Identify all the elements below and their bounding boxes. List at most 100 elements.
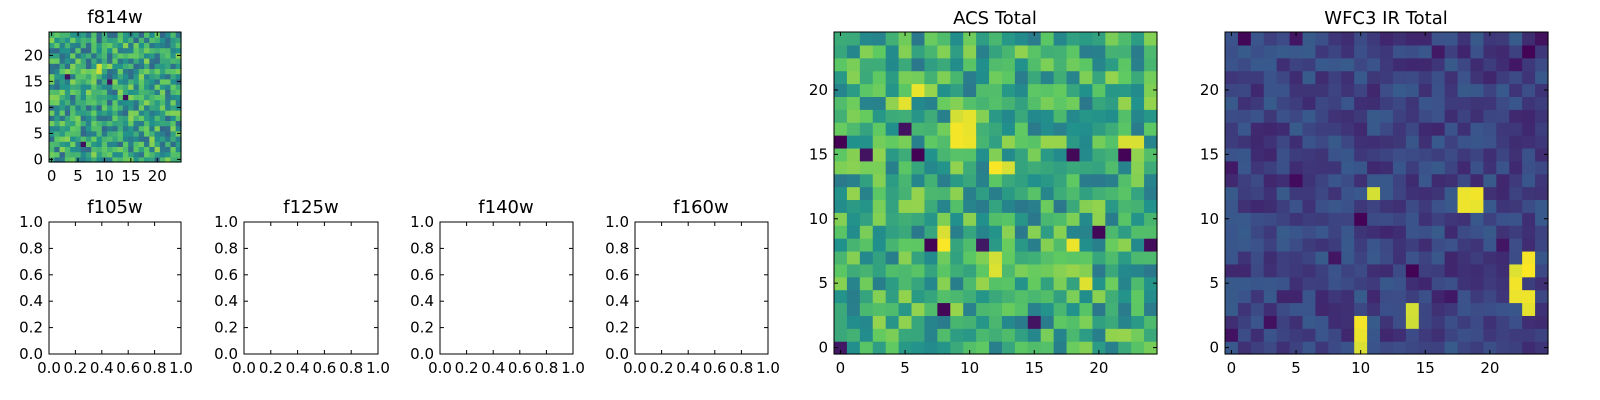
heatmap-cell — [64, 42, 71, 49]
heatmap-cell — [1263, 212, 1278, 226]
heatmap-cell — [1105, 199, 1119, 213]
heatmap-cell — [1367, 135, 1381, 149]
heatmap-cell — [963, 173, 977, 188]
heatmap-cell — [872, 122, 887, 136]
heatmap-cell — [898, 302, 913, 316]
heatmap-cell — [91, 115, 98, 121]
x-tick-labels-f125w: 0.0 0.2 0.4 0.6 0.8 1.0 — [232, 222, 390, 377]
heatmap-cell — [1225, 199, 1239, 213]
heatmap-cell — [175, 151, 182, 158]
heatmap-cell — [1354, 173, 1368, 188]
heatmap-cell — [1276, 70, 1291, 85]
heatmap-cell — [872, 83, 887, 97]
heatmap-cell — [1496, 70, 1510, 85]
heatmap-cell — [950, 328, 964, 342]
heatmap-cell — [1444, 147, 1459, 162]
heatmap-cell — [49, 47, 55, 54]
heatmap-cell — [91, 104, 98, 111]
heatmap-cell — [154, 110, 161, 116]
x-tick-labels-wfc3-ir-total: 0 5 10 15 20 — [1227, 32, 1499, 377]
heatmap-cell — [911, 212, 926, 226]
heatmap-cell — [1418, 315, 1433, 329]
heatmap-cell — [1263, 199, 1278, 213]
x-tick-label: 0.2 — [650, 359, 674, 377]
heatmap-cell — [1118, 199, 1132, 213]
heatmap-cell — [165, 141, 172, 147]
heatmap-cell — [937, 44, 951, 59]
heatmap-cell — [937, 302, 951, 316]
heatmap-cell — [1040, 122, 1055, 136]
heatmap-cell — [950, 212, 964, 226]
heatmap-cell — [1289, 315, 1304, 329]
heatmap-cell — [122, 94, 129, 101]
heatmap-cell — [170, 37, 177, 43]
heatmap-cell — [885, 199, 900, 213]
heatmap-cell — [1418, 250, 1433, 265]
heatmap-cell — [1405, 302, 1420, 316]
heatmap-cell — [846, 83, 861, 97]
heatmap-cell — [128, 73, 135, 80]
heatmap-cell — [1289, 57, 1304, 72]
heatmap-cell — [963, 160, 977, 175]
heatmap-cell — [133, 84, 140, 90]
heatmap-cell — [1144, 83, 1158, 97]
heatmap-cell — [834, 122, 848, 136]
heatmap-cell — [859, 147, 874, 162]
heatmap-cell — [117, 32, 124, 38]
heatmap-cell — [1302, 147, 1317, 162]
heatmap-cell — [91, 120, 98, 127]
heatmap-cell — [989, 122, 1003, 136]
heatmap-cell — [112, 110, 119, 116]
heatmap-cell — [1392, 276, 1407, 291]
y-tick-label: 1.0 — [214, 213, 238, 231]
heatmap-cell — [846, 147, 861, 162]
heatmap-cell — [54, 58, 61, 64]
heatmap-cell — [1302, 96, 1317, 110]
heatmap-cell — [1509, 225, 1523, 239]
heatmap-cell — [1040, 44, 1055, 59]
heatmap-cell — [175, 115, 182, 121]
heatmap-cell — [1509, 135, 1523, 149]
heatmap-cell — [154, 42, 161, 49]
heatmap-cell — [75, 58, 82, 64]
heatmap-cell — [1263, 328, 1278, 342]
heatmap-cell — [1431, 199, 1446, 213]
heatmap-cell — [1001, 160, 1016, 175]
heatmap-cell — [924, 109, 938, 123]
heatmap-cell — [107, 63, 113, 69]
heatmap-cell — [846, 135, 861, 149]
y-tick-labels-f160w: 0.00.20.40.60.81.0 — [605, 213, 768, 363]
heatmap-cell — [859, 96, 874, 110]
heatmap-cell — [989, 83, 1003, 97]
heatmap-cell — [846, 250, 861, 265]
heatmap-cell — [96, 68, 103, 75]
heatmap-cell — [144, 32, 150, 38]
y-tick-label: 0 — [33, 150, 43, 168]
heatmap-cell — [170, 104, 177, 111]
heatmap-cell — [1250, 199, 1265, 213]
heatmap-cell — [1380, 186, 1394, 201]
heatmap-cell — [1250, 238, 1265, 252]
heatmap-cell — [80, 73, 87, 80]
heatmap-cell — [117, 156, 124, 163]
heatmap-cell — [1131, 160, 1145, 175]
heatmap-cell — [1535, 315, 1549, 329]
heatmap-cell — [70, 42, 76, 49]
heatmap-cell — [54, 115, 61, 121]
heatmap-cell — [1328, 289, 1342, 304]
heatmap-cell — [989, 276, 1003, 291]
heatmap-cell — [59, 104, 66, 111]
heatmap-cell — [49, 73, 55, 80]
heatmap-cell — [96, 94, 103, 101]
heatmap-cell — [1092, 199, 1106, 213]
heatmap-cell — [85, 94, 92, 101]
heatmap-cell — [101, 151, 108, 158]
heatmap-cell — [1354, 263, 1368, 278]
heatmap-cell — [107, 78, 113, 85]
heatmap-cell — [1079, 289, 1093, 304]
heatmap-cell — [1053, 160, 1068, 175]
heatmap-cell — [1027, 263, 1042, 278]
heatmap-cell — [1431, 276, 1446, 291]
heatmap-cell — [1509, 96, 1523, 110]
heatmap-cell — [49, 84, 55, 90]
